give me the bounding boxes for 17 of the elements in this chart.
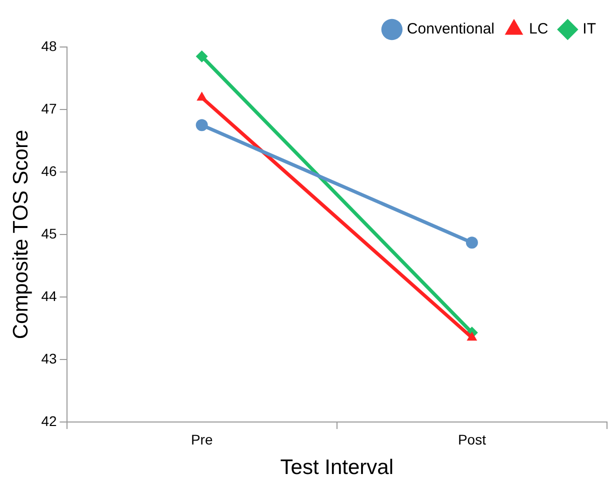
y-tick-label: 44 xyxy=(41,288,57,304)
point xyxy=(196,50,208,62)
y-tick-label: 45 xyxy=(41,225,57,242)
x-axis-title: Test Interval xyxy=(280,456,394,480)
x-tick-label: Post xyxy=(458,431,486,448)
legend-label: Conventional xyxy=(406,20,494,38)
y-tick-label: 43 xyxy=(41,350,57,366)
y-tick-label: 42 xyxy=(41,412,57,429)
legend-label: LC xyxy=(528,20,548,38)
y-tick-label: 46 xyxy=(41,162,57,179)
y-tick-label: 48 xyxy=(41,38,57,54)
x-tick-label: Pre xyxy=(190,431,213,448)
legend-label: IT xyxy=(582,20,596,38)
point xyxy=(466,236,478,249)
y-tick-label: 47 xyxy=(41,100,57,116)
y-axis-title: Composite TOS Score xyxy=(9,130,32,340)
point xyxy=(196,119,208,132)
